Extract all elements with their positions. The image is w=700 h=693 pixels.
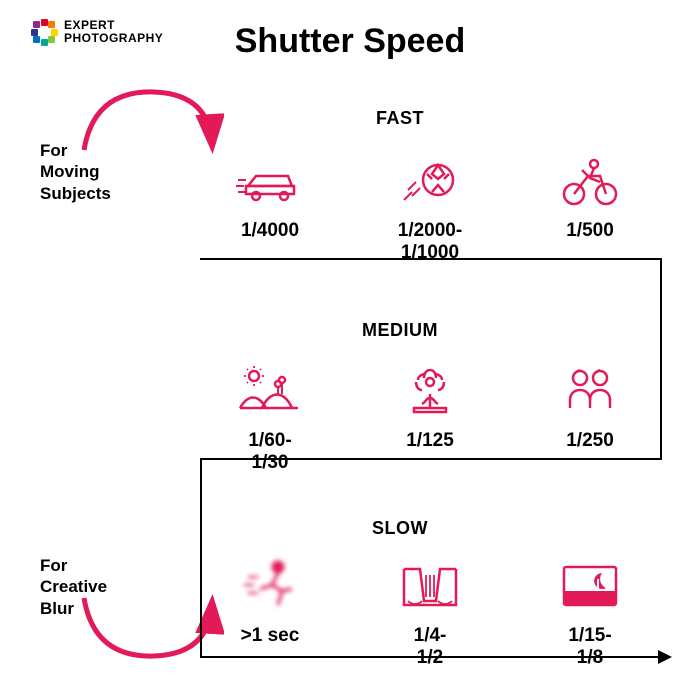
brand-line2: PHOTOGRAPHY bbox=[64, 32, 163, 45]
speed-cell: 1/60- 1/30 bbox=[200, 360, 340, 474]
speed-cell: 1/4- 1/2 bbox=[360, 555, 500, 669]
row-slow: >1 sec 1/4- 1/2 1/15- 1/8 bbox=[200, 555, 660, 669]
night-icon bbox=[550, 555, 630, 615]
runner-icon bbox=[230, 555, 310, 615]
speed-label: >1 sec bbox=[241, 625, 300, 647]
landscape-icon bbox=[230, 360, 310, 420]
speed-label: 1/60- 1/30 bbox=[248, 430, 291, 474]
cyclist-icon bbox=[550, 150, 630, 210]
speed-cell: 1/2000- 1/1000 bbox=[360, 150, 500, 264]
speed-label: 1/4- 1/2 bbox=[414, 625, 447, 669]
car-icon bbox=[230, 150, 310, 210]
speed-label: 1/4000 bbox=[241, 220, 299, 242]
speed-label: 1/500 bbox=[566, 220, 614, 242]
brand-logo: EXPERT PHOTOGRAPHY bbox=[30, 18, 163, 46]
people-icon bbox=[550, 360, 630, 420]
speed-label: 1/250 bbox=[566, 430, 614, 452]
speed-label: 1/125 bbox=[406, 430, 454, 452]
path-line bbox=[200, 656, 660, 658]
speed-cell: 1/500 bbox=[520, 150, 660, 264]
row-fast: 1/4000 1/2000- 1/1000 1/500 bbox=[200, 150, 660, 264]
section-label-fast: FAST bbox=[376, 108, 424, 129]
speed-cell: 1/15- 1/8 bbox=[520, 555, 660, 669]
section-label-medium: MEDIUM bbox=[362, 320, 438, 341]
logo-ring-icon bbox=[30, 18, 58, 46]
path-line bbox=[660, 260, 662, 460]
speed-cell: 1/250 bbox=[520, 360, 660, 474]
speed-cell: 1/4000 bbox=[200, 150, 340, 264]
page-title: Shutter Speed bbox=[235, 22, 465, 61]
path-line bbox=[200, 258, 662, 260]
arrow-head-icon bbox=[658, 650, 672, 664]
brand-text: EXPERT PHOTOGRAPHY bbox=[64, 19, 163, 44]
speed-cell: 1/125 bbox=[360, 360, 500, 474]
row-medium: 1/60- 1/30 1/125 1/250 bbox=[200, 360, 660, 474]
section-label-slow: SLOW bbox=[372, 518, 428, 539]
waterfall-icon bbox=[390, 555, 470, 615]
flower-icon bbox=[390, 360, 470, 420]
ball-icon bbox=[390, 150, 470, 210]
speed-cell: >1 sec bbox=[200, 555, 340, 669]
speed-label: 1/15- 1/8 bbox=[568, 625, 611, 669]
path-line bbox=[200, 458, 662, 460]
path-line bbox=[200, 458, 202, 658]
